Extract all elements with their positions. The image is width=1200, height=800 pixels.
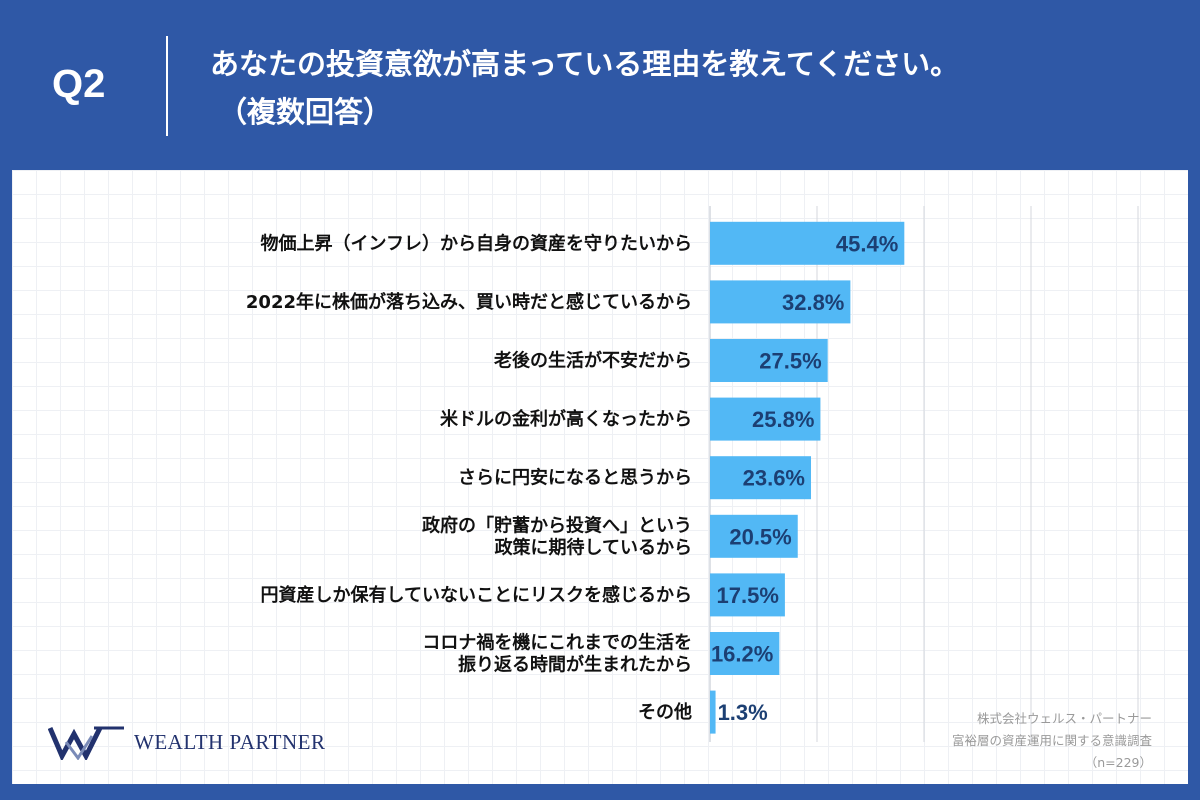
category-label: 政府の「貯蓄から投資へ」という — [422, 514, 692, 536]
bar — [710, 573, 785, 617]
value-label: 16.2% — [711, 642, 773, 667]
question-text: あなたの投資意欲が高まっている理由を教えてください。 — [210, 47, 960, 81]
category-label: コロナ禍を機にこれまでの生活を — [422, 632, 692, 654]
question-number: Q2 — [52, 62, 106, 106]
source-note: 株式会社ウェルス・パートナー 富裕層の資産運用に関する意識調査 （n=229） — [952, 708, 1152, 774]
question-subtitle: （複数回答） — [218, 95, 393, 129]
bar — [710, 690, 716, 734]
logo-text: Wealth Partner — [134, 729, 326, 754]
bar-chart: 物価上昇（インフレ）から自身の資産を守りたいから 45.4% 2022年に株価が落ち… — [246, 206, 1139, 742]
category-label: さらに円安になると思うから — [458, 467, 692, 489]
bar — [710, 632, 780, 675]
bar — [710, 339, 828, 382]
header: Q2 あなたの投資意欲が高まっている理由を教えてください。 （複数回答） — [0, 0, 1200, 170]
source-company: 株式会社ウェルス・パートナー — [976, 711, 1152, 726]
category-label: 政策に期待しているから — [495, 536, 692, 558]
category-label: その他 — [638, 701, 692, 723]
chart-panel: 物価上昇（インフレ）から自身の資産を守りたいから 45.4% 2022年に株価が落ち… — [12, 170, 1188, 784]
category-label: 2022年に株価が落ち込み、買い時だと感じているから — [246, 291, 692, 313]
value-label: 1.3% — [718, 700, 768, 725]
bar — [710, 456, 812, 500]
bar — [710, 514, 798, 558]
value-label: 20.5% — [729, 524, 791, 549]
value-label: 25.8% — [752, 407, 814, 432]
category-label: 物価上昇（インフレ）から自身の資産を守りたいから — [261, 232, 692, 254]
bar — [710, 280, 851, 324]
bar — [710, 221, 905, 265]
wp-logo-icon — [48, 726, 124, 760]
category-label: 米ドルの金利が高くなったから — [440, 408, 692, 430]
question-title: あなたの投資意欲が高まっている理由を教えてください。 （複数回答） — [210, 40, 1170, 136]
source-sample: （n=229） — [1084, 755, 1152, 770]
value-label: 27.5% — [759, 349, 821, 374]
source-survey: 富裕層の資産運用に関する意識調査 — [951, 733, 1152, 748]
value-label: 32.8% — [782, 290, 844, 315]
value-label: 23.6% — [743, 466, 805, 491]
category-label: 振り返る時間が生まれたから — [458, 654, 692, 676]
value-label: 45.4% — [836, 231, 898, 256]
category-label: 老後の生活が不安だから — [494, 350, 692, 372]
header-divider — [166, 36, 168, 136]
value-label: 17.5% — [717, 583, 779, 608]
wealth-partner-logo: Wealth Partner — [48, 722, 325, 762]
category-label: 円資産しか保有していないことにリスクを感じるから — [261, 584, 692, 606]
bar — [710, 397, 821, 441]
